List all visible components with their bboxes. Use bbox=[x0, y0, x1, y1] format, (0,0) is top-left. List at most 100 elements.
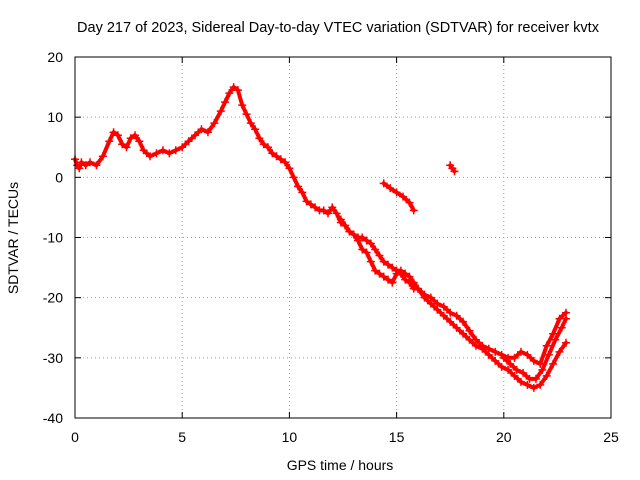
data-point bbox=[225, 89, 234, 98]
series-track-isolated bbox=[446, 161, 459, 176]
data-point bbox=[285, 164, 294, 173]
data-point bbox=[371, 266, 380, 275]
y-tick-label: 10 bbox=[47, 109, 63, 125]
data-point bbox=[504, 365, 513, 374]
grid-lines bbox=[75, 57, 611, 418]
y-tick-label: -40 bbox=[43, 410, 63, 426]
data-point bbox=[323, 209, 332, 218]
data-point bbox=[510, 353, 519, 362]
data-point bbox=[551, 335, 560, 344]
data-point bbox=[216, 107, 225, 116]
data-point bbox=[75, 164, 84, 173]
data-point bbox=[446, 317, 455, 326]
data-point bbox=[529, 383, 538, 392]
x-tick-label: 15 bbox=[389, 429, 405, 445]
data-point bbox=[259, 140, 268, 149]
data-points bbox=[71, 83, 570, 392]
data-point bbox=[126, 134, 135, 143]
chart-title: Day 217 of 2023, Sidereal Day-to-day VTE… bbox=[77, 20, 600, 36]
x-tick-label: 10 bbox=[282, 429, 298, 445]
series-line bbox=[73, 85, 568, 366]
data-point bbox=[328, 203, 337, 212]
data-point bbox=[433, 305, 442, 314]
data-point bbox=[386, 184, 395, 193]
axis-ticks: 0 5 10 15 20 25 -40 -30 -20 -10 0 10 20 bbox=[43, 49, 619, 445]
data-point bbox=[158, 146, 167, 155]
data-point bbox=[366, 239, 375, 248]
data-point bbox=[379, 272, 388, 281]
data-point bbox=[465, 326, 474, 335]
data-point bbox=[471, 341, 480, 350]
data-point bbox=[379, 257, 388, 266]
data-point bbox=[197, 125, 206, 134]
data-point bbox=[439, 302, 448, 311]
data-point bbox=[405, 272, 414, 281]
data-point bbox=[113, 131, 122, 140]
data-point bbox=[491, 347, 500, 356]
x-axis-label: GPS time / hours bbox=[287, 457, 394, 473]
data-point bbox=[105, 137, 114, 146]
data-point bbox=[341, 221, 350, 230]
data-point bbox=[263, 143, 272, 152]
data-point bbox=[251, 125, 260, 134]
data-point bbox=[336, 215, 345, 224]
series-line bbox=[381, 181, 416, 213]
data-point bbox=[516, 377, 525, 386]
data-point bbox=[349, 230, 358, 239]
data-point bbox=[523, 350, 532, 359]
data-point bbox=[152, 149, 161, 158]
y-tick-label: -30 bbox=[43, 350, 63, 366]
data-point bbox=[478, 344, 487, 353]
data-point bbox=[450, 167, 459, 176]
data-point bbox=[358, 245, 367, 254]
data-point bbox=[109, 128, 118, 137]
series-track-lower bbox=[336, 215, 570, 392]
data-point bbox=[86, 158, 95, 167]
data-point bbox=[459, 329, 468, 338]
data-point bbox=[184, 137, 193, 146]
data-point bbox=[311, 203, 320, 212]
data-point bbox=[98, 152, 107, 161]
data-point bbox=[242, 110, 251, 119]
data-point bbox=[293, 182, 302, 191]
data-point bbox=[561, 314, 570, 323]
data-point bbox=[531, 374, 540, 383]
data-point bbox=[375, 251, 384, 260]
data-point bbox=[281, 158, 290, 167]
data-point bbox=[506, 359, 515, 368]
data-point bbox=[409, 206, 418, 215]
x-tick-label: 5 bbox=[178, 429, 186, 445]
data-point bbox=[388, 278, 397, 287]
data-point bbox=[516, 347, 525, 356]
data-point bbox=[362, 248, 371, 257]
data-point bbox=[255, 134, 264, 143]
data-point bbox=[146, 152, 155, 161]
data-point bbox=[139, 146, 148, 155]
data-point bbox=[384, 275, 393, 284]
data-point bbox=[118, 140, 127, 149]
data-point bbox=[92, 161, 101, 170]
data-point bbox=[77, 158, 86, 167]
data-point bbox=[549, 359, 558, 368]
data-point bbox=[465, 335, 474, 344]
data-point bbox=[510, 371, 519, 380]
y-tick-label: 0 bbox=[55, 169, 63, 185]
data-point bbox=[409, 278, 418, 287]
data-point bbox=[499, 353, 508, 362]
data-point bbox=[396, 266, 405, 275]
series-track-main bbox=[71, 83, 570, 368]
data-point bbox=[302, 197, 311, 206]
data-point bbox=[388, 263, 397, 272]
data-point bbox=[401, 269, 410, 278]
data-point bbox=[544, 350, 553, 359]
data-point bbox=[426, 299, 435, 308]
data-point bbox=[135, 137, 144, 146]
data-point bbox=[272, 152, 281, 161]
data-point bbox=[131, 131, 140, 140]
data-point bbox=[319, 206, 328, 215]
data-point bbox=[210, 119, 219, 128]
y-tick-label: -10 bbox=[43, 230, 63, 246]
series-line bbox=[338, 217, 568, 390]
data-point bbox=[366, 257, 375, 266]
